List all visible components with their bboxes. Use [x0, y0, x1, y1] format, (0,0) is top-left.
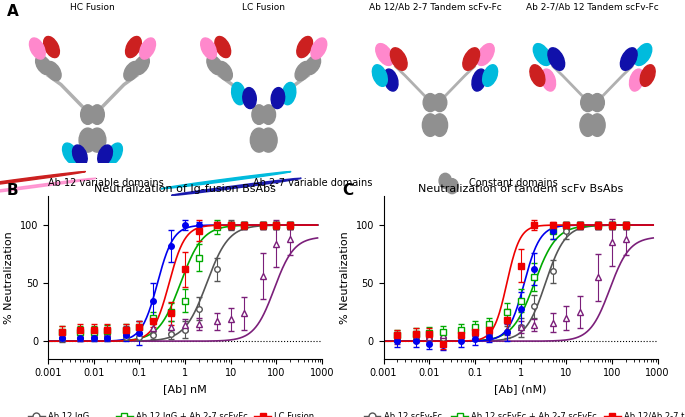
- Ellipse shape: [90, 105, 104, 124]
- Ellipse shape: [62, 143, 78, 164]
- Ellipse shape: [134, 55, 149, 75]
- Ellipse shape: [541, 69, 556, 91]
- Ellipse shape: [171, 178, 301, 196]
- Ellipse shape: [384, 69, 398, 91]
- Ellipse shape: [0, 178, 96, 196]
- Ellipse shape: [376, 44, 393, 65]
- Ellipse shape: [250, 128, 268, 152]
- Text: Ab 2-7 variable domains: Ab 2-7 variable domains: [253, 178, 373, 188]
- Ellipse shape: [439, 173, 451, 188]
- Ellipse shape: [463, 48, 480, 70]
- Ellipse shape: [390, 48, 407, 70]
- Y-axis label: % Neutralization: % Neutralization: [340, 231, 350, 324]
- Ellipse shape: [297, 36, 312, 58]
- Ellipse shape: [472, 69, 486, 91]
- Ellipse shape: [590, 93, 604, 112]
- Legend: Ab 12 IgG, Ab 2-7 scFv-Fc, Ab 12 IgG + Ab 2-7 scFvFc, HC Fusion, LC Fusion: Ab 12 IgG, Ab 2-7 scFv-Fc, Ab 12 IgG + A…: [25, 408, 318, 417]
- Ellipse shape: [630, 69, 644, 91]
- Ellipse shape: [589, 114, 605, 136]
- Ellipse shape: [634, 44, 651, 65]
- Ellipse shape: [640, 65, 655, 86]
- Title: Ab 12/Ab 2-7 Tandem scFv-Fc: Ab 12/Ab 2-7 Tandem scFv-Fc: [369, 3, 501, 12]
- Text: B: B: [7, 183, 18, 198]
- Ellipse shape: [477, 44, 494, 65]
- Ellipse shape: [0, 171, 86, 189]
- Ellipse shape: [423, 93, 437, 112]
- Ellipse shape: [311, 38, 327, 59]
- Ellipse shape: [45, 61, 61, 81]
- X-axis label: [Ab] nM: [Ab] nM: [163, 384, 207, 394]
- Ellipse shape: [125, 36, 141, 58]
- Ellipse shape: [252, 105, 266, 124]
- Ellipse shape: [580, 114, 596, 136]
- Ellipse shape: [216, 61, 232, 81]
- Ellipse shape: [373, 65, 387, 86]
- Ellipse shape: [305, 55, 321, 75]
- Title: LC Fusion: LC Fusion: [242, 3, 285, 12]
- Ellipse shape: [36, 55, 51, 75]
- Ellipse shape: [107, 143, 123, 164]
- Ellipse shape: [98, 145, 112, 165]
- Ellipse shape: [207, 55, 223, 75]
- Ellipse shape: [548, 48, 564, 70]
- Ellipse shape: [201, 38, 216, 59]
- Ellipse shape: [44, 36, 60, 58]
- Ellipse shape: [215, 36, 231, 58]
- Ellipse shape: [534, 44, 551, 65]
- Ellipse shape: [433, 93, 447, 112]
- Ellipse shape: [79, 128, 97, 152]
- Text: Constant domains: Constant domains: [469, 178, 558, 188]
- Ellipse shape: [29, 38, 45, 59]
- Ellipse shape: [232, 83, 245, 105]
- Ellipse shape: [81, 105, 95, 124]
- Ellipse shape: [423, 114, 438, 136]
- Ellipse shape: [242, 88, 256, 108]
- Ellipse shape: [581, 93, 595, 112]
- Title: Neutralization of tandem scFv BsAbs: Neutralization of tandem scFv BsAbs: [418, 184, 623, 194]
- Ellipse shape: [140, 38, 155, 59]
- Ellipse shape: [124, 61, 140, 81]
- Legend: Ab 12 scFv-Fc, Ab 2-7 scFv-Fc, Ab 12 scFvFc + Ab 2-7 scFvFc, Ab 2-7/Ab 12 tandem: Ab 12 scFv-Fc, Ab 2-7 scFv-Fc, Ab 12 scF…: [360, 408, 685, 417]
- Text: Ab 12 variable domains: Ab 12 variable domains: [48, 178, 164, 188]
- Title: HC Fusion: HC Fusion: [70, 3, 115, 12]
- Ellipse shape: [88, 128, 106, 152]
- Title: Ab 2-7/Ab 12 Tandem scFv-Fc: Ab 2-7/Ab 12 Tandem scFv-Fc: [526, 3, 659, 12]
- Ellipse shape: [260, 128, 277, 152]
- Ellipse shape: [282, 83, 296, 105]
- Text: A: A: [7, 4, 18, 19]
- X-axis label: [Ab] (nM): [Ab] (nM): [495, 384, 547, 394]
- Title: Neutralization of Ig-fusion BsAbs: Neutralization of Ig-fusion BsAbs: [94, 184, 276, 194]
- Ellipse shape: [483, 65, 497, 86]
- Ellipse shape: [446, 178, 458, 193]
- Y-axis label: % Neutralization: % Neutralization: [4, 231, 14, 324]
- Ellipse shape: [432, 114, 447, 136]
- Text: C: C: [342, 183, 353, 198]
- Ellipse shape: [161, 171, 291, 189]
- Ellipse shape: [530, 65, 545, 86]
- Ellipse shape: [621, 48, 637, 70]
- Ellipse shape: [295, 61, 311, 81]
- Ellipse shape: [262, 105, 275, 124]
- Ellipse shape: [73, 145, 87, 165]
- Ellipse shape: [271, 88, 285, 108]
